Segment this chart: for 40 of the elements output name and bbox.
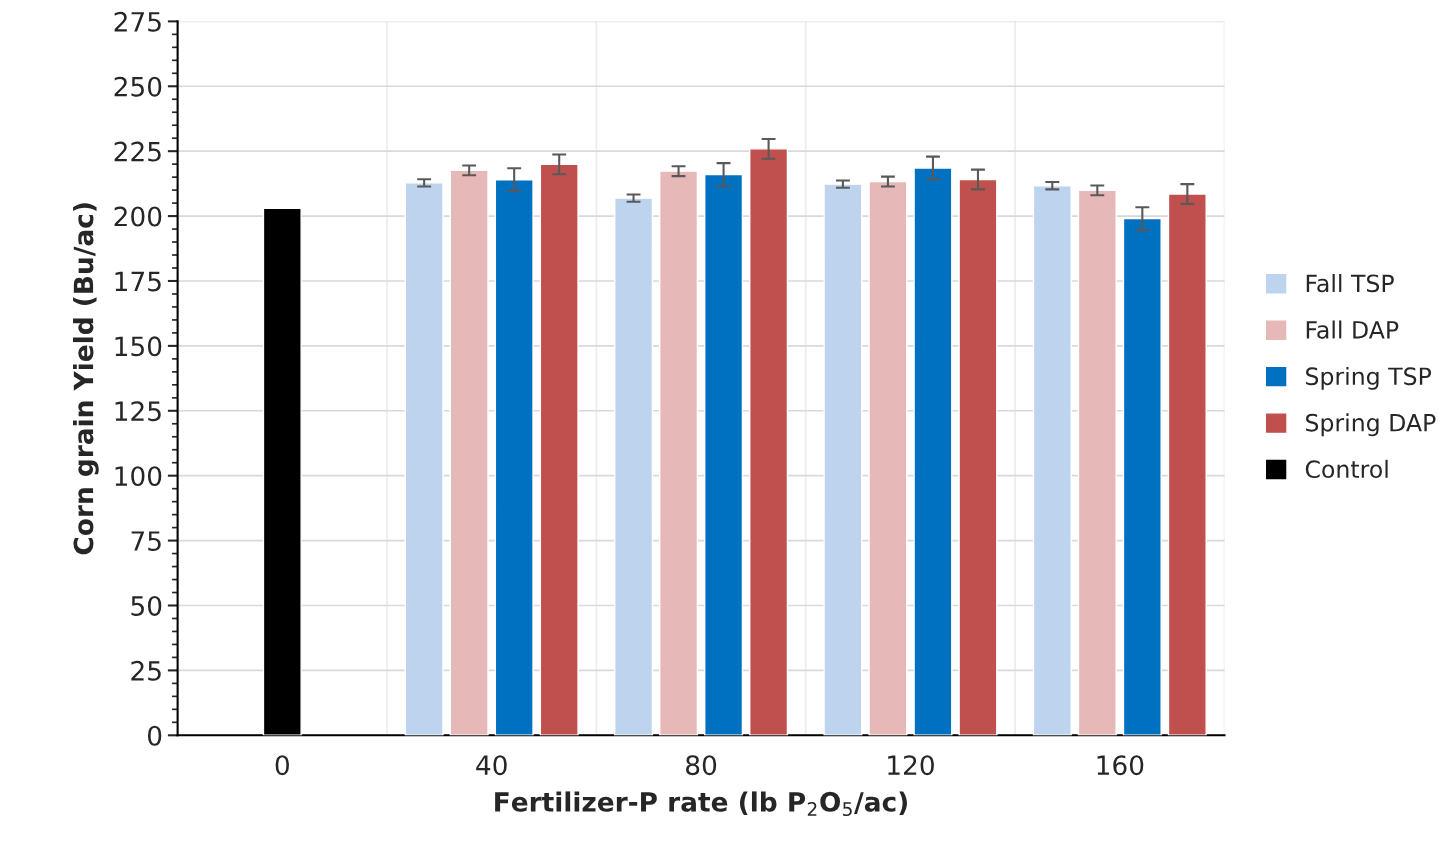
bar [1032,185,1072,736]
bar [494,179,534,736]
y-tick-label: 250 [114,76,162,97]
y-tick-label: 150 [115,336,162,357]
bar [1122,217,1162,736]
bar [1077,189,1117,736]
bar [749,148,789,736]
x-tick-label: 160 [1097,755,1144,776]
y-tick-label: 275 [114,11,161,32]
y-tick-label: 25 [131,660,161,681]
x-tick-label: 40 [476,755,507,776]
bar [539,163,579,736]
legend-label: Control [1305,459,1388,479]
bar [613,197,654,736]
y-tick-label: 75 [131,531,161,551]
bar [868,180,908,736]
y-tick-label: 200 [114,206,162,227]
bar [823,183,863,736]
y-tick-label: 50 [131,595,162,616]
legend-label: Fall DAP [1306,320,1399,339]
y-tick-label: 100 [115,466,162,487]
bar [958,178,998,736]
x-tick-label: 80 [686,755,717,776]
y-tick-label: 175 [115,271,161,292]
y-tick-label: 225 [114,141,161,162]
legend-label: Spring DAP [1306,413,1436,437]
x-tick-label: 0 [275,755,289,776]
bar [704,173,744,736]
bar [449,169,489,736]
bar [913,167,953,736]
x-tick-label: 120 [888,755,934,776]
y-tick-label: 0 [147,725,162,746]
x-axis-title: Fertilizer-P rate (lb P$_{2}$O$_{5}$/ac) [495,791,907,817]
bar [1167,193,1207,736]
bar [404,182,444,736]
legend-label: Spring TSP [1306,366,1432,390]
y-tick-label: 125 [115,401,161,422]
legend-label: Fall TSP [1306,273,1394,293]
y-axis-title: Corn grain Yield (Bu/ac) [73,203,99,555]
bar [659,170,699,736]
